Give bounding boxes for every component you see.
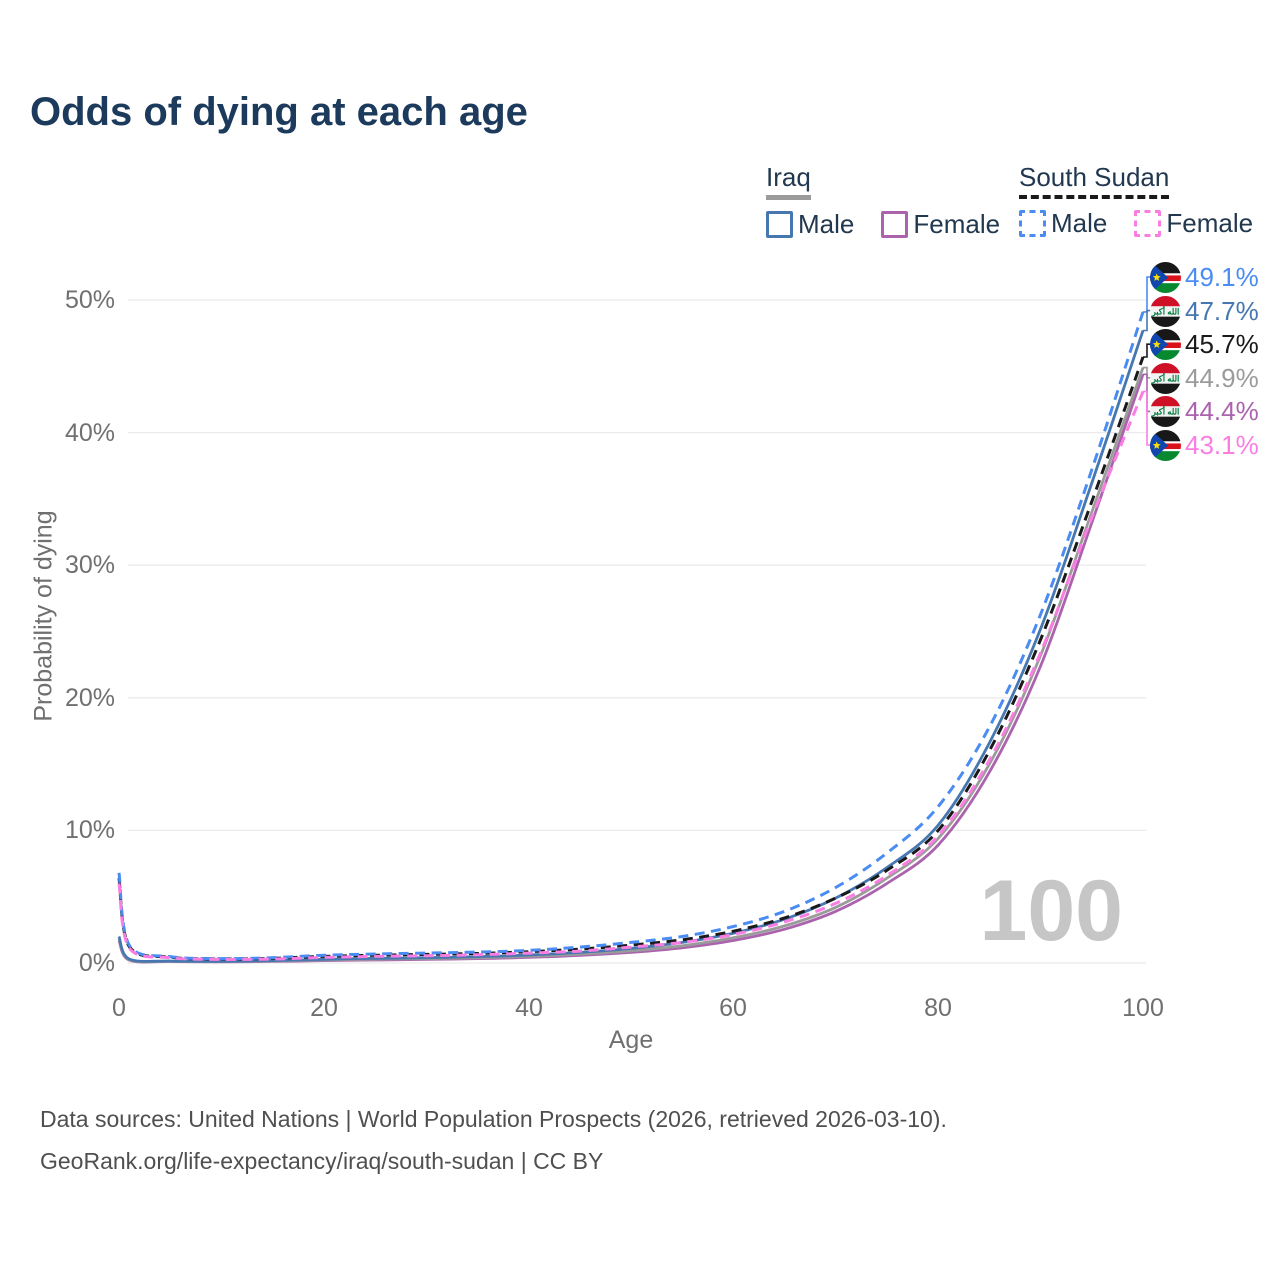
- end-connector-iraq_male: [1143, 309, 1151, 332]
- end-connector-ss_male: [1143, 276, 1151, 313]
- y-tick-label: 30%: [64, 551, 115, 579]
- iraq-flag-icon: الله أكبر: [1150, 395, 1181, 427]
- series-end-label-iraq_male: الله أكبر 47.7%: [1150, 295, 1259, 327]
- legend-label-iraq-female[interactable]: Female: [913, 208, 1001, 239]
- series-end-label-ss_male: 49.1%: [1150, 261, 1259, 293]
- x-tick-label: 20: [310, 994, 338, 1022]
- legend-label-south-sudan-female[interactable]: Female: [1166, 207, 1254, 238]
- legend-country-south-sudan[interactable]: South Sudan: [1019, 163, 1170, 199]
- svg-text:الله أكبر: الله أكبر: [1151, 371, 1180, 384]
- end-label-value: 49.1%: [1185, 261, 1259, 292]
- y-tick-label: 10%: [64, 816, 115, 844]
- south-sudan-flag-icon: [1150, 261, 1181, 293]
- series-end-label-iraq_female: الله أكبر 44.4%: [1150, 395, 1259, 427]
- end-connector-ss_total: [1143, 343, 1151, 358]
- end-label-value: 47.7%: [1185, 295, 1259, 326]
- x-tick-label: 0: [112, 994, 126, 1022]
- page-title: Odds of dying at each age: [30, 90, 528, 134]
- legend-checkbox-iraq-male[interactable]: [766, 210, 793, 238]
- x-tick-label: 80: [924, 994, 952, 1022]
- legend-checkbox-south-sudan-female[interactable]: [1134, 209, 1162, 237]
- svg-text:الله أكبر: الله أكبر: [1151, 304, 1180, 317]
- x-axis-title: Age: [608, 1026, 654, 1054]
- end-label-value: 43.1%: [1185, 429, 1259, 460]
- y-tick-label: 40%: [64, 419, 115, 447]
- legend-group-iraq: Iraq Male Female: [766, 163, 1000, 240]
- y-tick-label: 50%: [64, 286, 115, 314]
- south-sudan-flag-icon: [1150, 429, 1181, 461]
- legend-country-iraq[interactable]: Iraq: [766, 163, 811, 200]
- series-end-label-ss_total: 45.7%: [1150, 328, 1259, 360]
- svg-text:الله أكبر: الله أكبر: [1151, 404, 1180, 417]
- series-end-label-ss_female: 43.1%: [1150, 429, 1259, 461]
- end-label-value: 44.4%: [1185, 395, 1259, 426]
- iraq-flag-icon: الله أكبر: [1150, 295, 1181, 327]
- legend-group-south-sudan: South Sudan Male Female: [1019, 163, 1253, 239]
- series-line-ss_male: [117, 311, 1145, 961]
- series-line-ss_female: [117, 390, 1145, 961]
- legend-label-iraq-male[interactable]: Male: [798, 208, 855, 239]
- footer-data-sources: Data sources: United Nations | World Pop…: [40, 1106, 947, 1132]
- y-tick-label: 0%: [78, 949, 115, 977]
- legend-label-south-sudan-male[interactable]: Male: [1051, 207, 1108, 238]
- legend-checkbox-iraq-female[interactable]: [881, 210, 909, 238]
- end-connector-iraq_total: [1143, 366, 1151, 379]
- x-tick-label: 40: [515, 994, 543, 1022]
- iraq-flag-icon: الله أكبر: [1150, 362, 1181, 394]
- series-end-label-iraq_total: الله أكبر 44.9%: [1150, 362, 1259, 394]
- legend-checkbox-south-sudan-male[interactable]: [1019, 209, 1046, 237]
- x-tick-label: 100: [1122, 994, 1164, 1022]
- x-tick-label: 60: [719, 994, 747, 1022]
- age-counter-watermark: 100: [979, 863, 1124, 959]
- end-connector-ss_female: [1143, 390, 1151, 446]
- footer-attribution: GeoRank.org/life-expectancy/iraq/south-s…: [40, 1148, 604, 1174]
- end-label-value: 44.9%: [1185, 362, 1259, 393]
- y-axis-title: Probability of dying: [29, 510, 58, 722]
- end-label-value: 45.7%: [1185, 328, 1259, 359]
- south-sudan-flag-icon: [1150, 328, 1181, 360]
- y-tick-label: 20%: [64, 684, 115, 712]
